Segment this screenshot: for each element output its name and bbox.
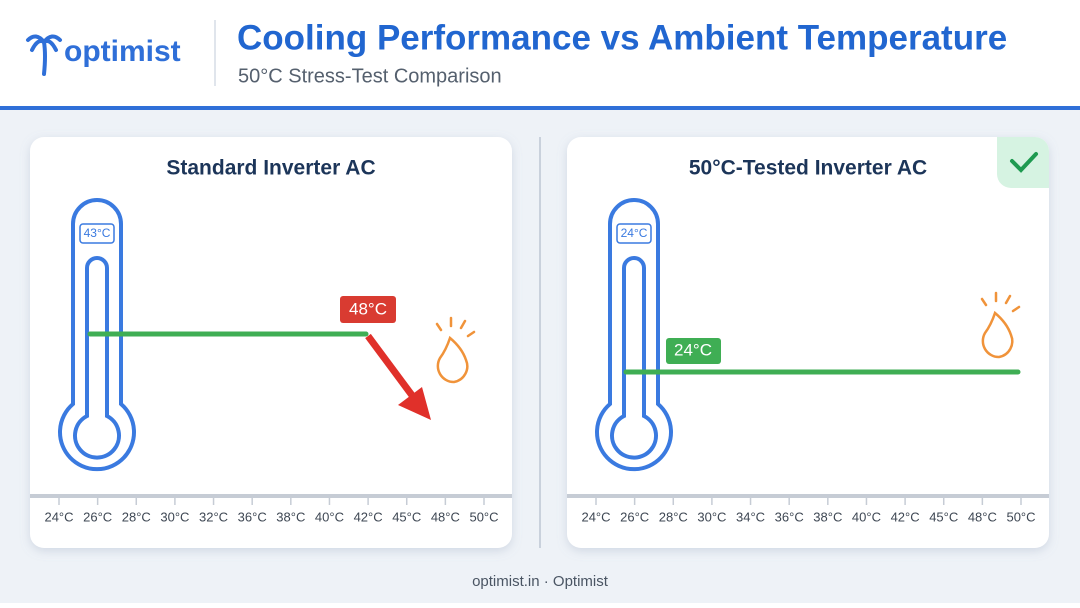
- axis-label: 30°C: [697, 509, 726, 524]
- title: Cooling Performance vs Ambient Temperatu…: [237, 18, 1007, 57]
- arrow-head: [398, 387, 431, 420]
- axis-label: 24°C: [44, 509, 73, 524]
- axis-label: 38°C: [276, 509, 305, 524]
- axis-label: 40°C: [315, 509, 344, 524]
- panel-card: [567, 137, 1049, 548]
- axis-label: 36°C: [238, 509, 267, 524]
- panel-title: Standard Inverter AC: [166, 157, 375, 180]
- thermometer-inner: [610, 256, 658, 460]
- flame-icon: [435, 316, 476, 384]
- axis-label: 42°C: [354, 509, 383, 524]
- callout-box: [340, 296, 396, 323]
- axis-label: 45°C: [392, 509, 421, 524]
- footer: optimist.in · Optimist: [472, 573, 609, 590]
- axis-label: 32°C: [199, 509, 228, 524]
- axis-label: 26°C: [83, 509, 112, 524]
- axis-label: 38°C: [813, 509, 842, 524]
- drop-arrow: [365, 333, 417, 401]
- callout-box: [666, 338, 721, 364]
- brand: optimist: [64, 35, 181, 68]
- check-icon: [1010, 152, 1038, 173]
- thermometer-label-box: [616, 223, 652, 244]
- logo-icon: [26, 34, 62, 76]
- axis-label: 40°C: [852, 509, 881, 524]
- thermometer-label-box: [79, 223, 115, 244]
- header-rule: [0, 106, 1080, 110]
- flame-icon: [980, 291, 1021, 359]
- axis-label: 28°C: [659, 509, 688, 524]
- axis-label: 36°C: [775, 509, 804, 524]
- thermometer: [595, 198, 673, 472]
- axis-label: 48°C: [968, 509, 997, 524]
- panel: 50°C-Tested Inverter AC 24°C 24°C 24°C 26…: [567, 137, 1049, 548]
- axis-label: 28°C: [122, 509, 151, 524]
- axis-label: 48°C: [431, 509, 460, 524]
- thermometer-label: 43°C: [84, 226, 111, 240]
- callout: 48°C: [349, 299, 387, 318]
- axis-label: 50°C: [1006, 509, 1035, 524]
- axis-label: 34°C: [736, 509, 765, 524]
- panel: Standard Inverter AC 43°C 48°C 24°C 26°C 2…: [30, 137, 512, 548]
- axis-label: 24°C: [581, 509, 610, 524]
- panel-title: 50°C-Tested Inverter AC: [689, 157, 927, 180]
- header-bg: [0, 0, 1080, 107]
- axis: 24°C 26°C 28°C 30°C 32°C 36°C 38°C 40°C 42°C 45°C…: [44, 498, 499, 524]
- thermometer: [58, 198, 136, 472]
- axis-label: 50°C: [469, 509, 498, 524]
- check-badge: [997, 137, 1049, 188]
- thermometer-label: 24°C: [621, 226, 648, 240]
- panel-card: [30, 137, 512, 548]
- axis: 24°C 26°C 28°C 30°C 34°C 36°C 38°C 40°C 42°C 45°C…: [581, 498, 1036, 524]
- thermometer-inner: [73, 256, 121, 460]
- subtitle: 50°C Stress-Test Comparison: [238, 65, 502, 87]
- callout: 24°C: [674, 340, 712, 359]
- axis-label: 30°C: [160, 509, 189, 524]
- axis-label: 45°C: [929, 509, 958, 524]
- axis-label: 26°C: [620, 509, 649, 524]
- axis-label: 42°C: [891, 509, 920, 524]
